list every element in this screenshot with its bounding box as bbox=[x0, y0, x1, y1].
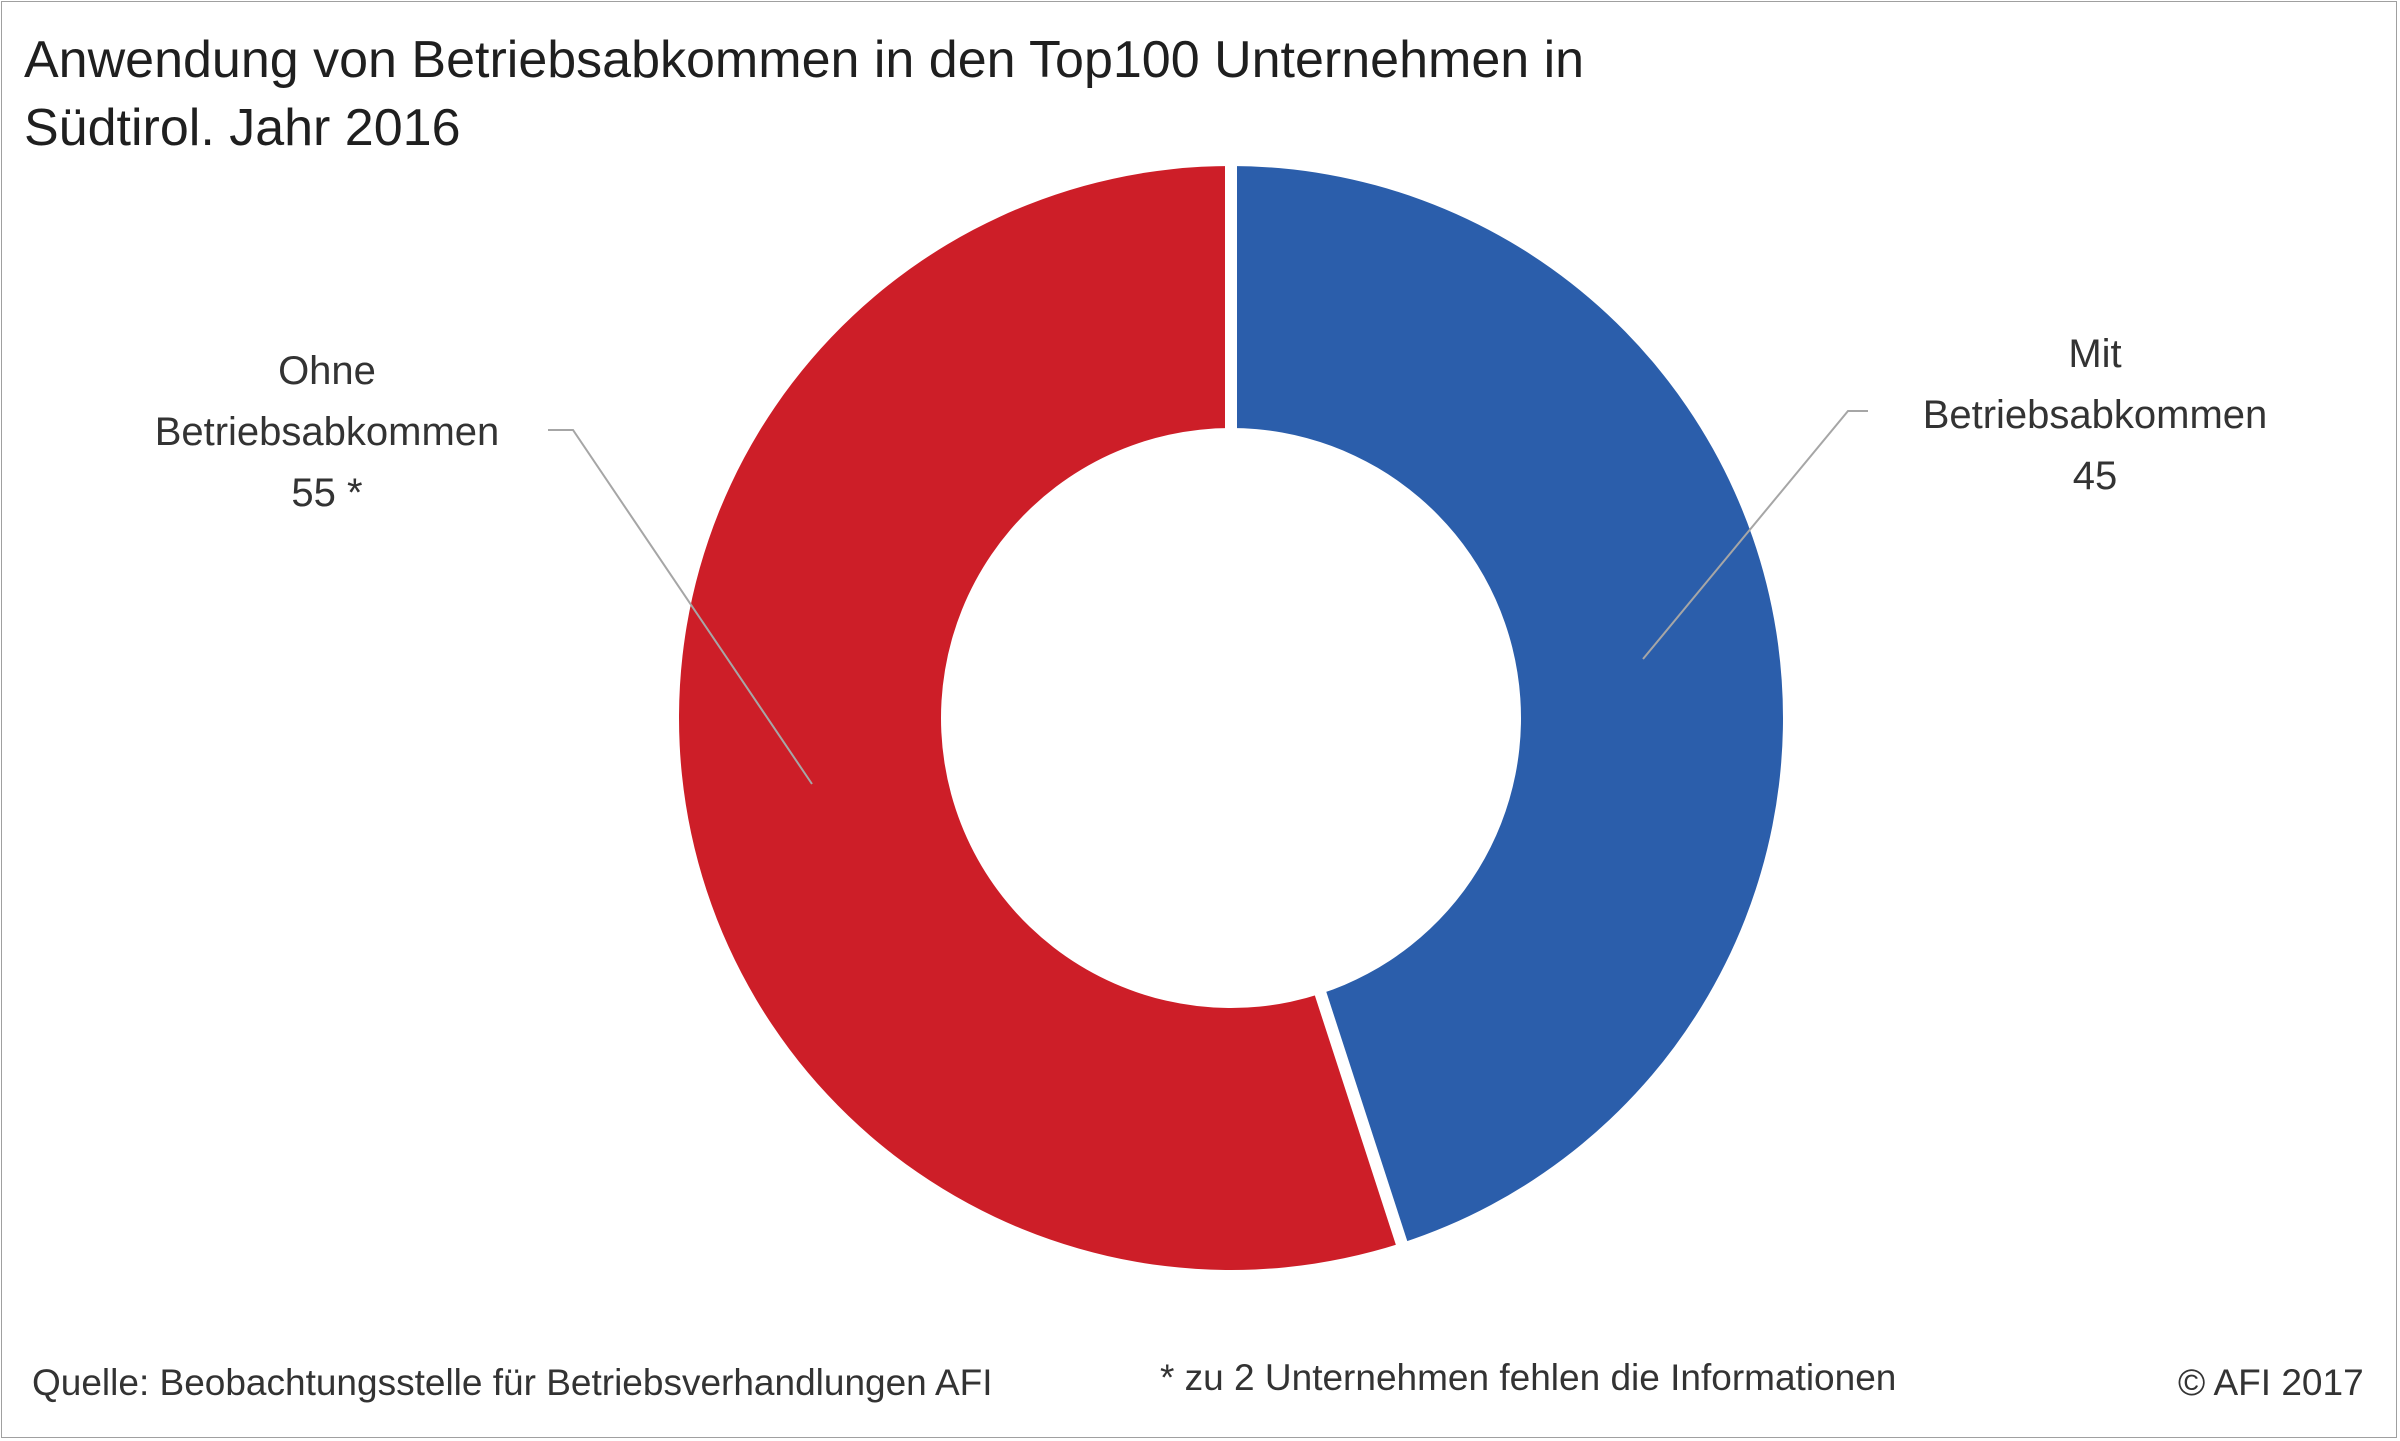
data-label-mit-line-2: Betriebsabkommen bbox=[1922, 393, 2268, 437]
data-label-mit-value: 45 bbox=[2072, 454, 2118, 498]
data-label-mit-line-1: Mit bbox=[2068, 332, 2122, 376]
donut-slice-ohne bbox=[679, 166, 1402, 1270]
data-label-ohne-value: 55 * bbox=[291, 471, 363, 515]
donut-slice-mit bbox=[1231, 166, 1784, 1243]
leader-line-mit bbox=[1642, 410, 1868, 660]
chart-title-line-2: Südtirol. Jahr 2016 bbox=[24, 99, 461, 157]
footnote: * zu 2 Unternehmen fehlen die Informatio… bbox=[1160, 1357, 1897, 1398]
copyright: © AFI 2017 bbox=[2178, 1362, 2364, 1403]
slice-separator-1 bbox=[1314, 990, 1408, 1247]
chart-title-line-1: Anwendung von Betriebsabkommen in den To… bbox=[24, 31, 1585, 89]
source-note: Quelle: Beobachtungsstelle für Betriebsv… bbox=[32, 1362, 993, 1403]
data-label-ohne: Ohne Betriebsabkommen 55 * bbox=[67, 341, 587, 524]
chart-title: Anwendung von Betriebsabkommen in den To… bbox=[24, 26, 1924, 162]
data-label-mit: Mit Betriebsabkommen 45 bbox=[1835, 324, 2355, 507]
data-label-ohne-line-1: Ohne bbox=[278, 349, 376, 393]
data-label-ohne-line-2: Betriebsabkommen bbox=[154, 410, 500, 454]
leader-line-ohne bbox=[548, 429, 813, 785]
